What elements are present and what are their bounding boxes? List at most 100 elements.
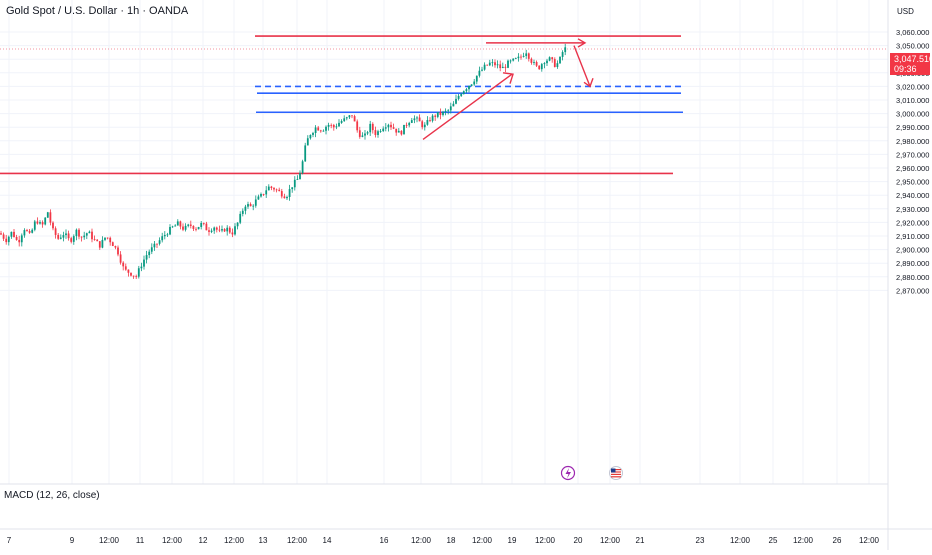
candle-body: [384, 127, 387, 129]
candle-body: [299, 173, 301, 180]
candle-body: [166, 234, 169, 236]
candle-body: [322, 130, 325, 132]
current-price-tag: 3,047.510 09:36: [890, 53, 932, 75]
x-tick-label: 7: [7, 536, 12, 545]
flag-stripe: [611, 471, 621, 473]
candle-body: [70, 238, 73, 242]
candle-body: [553, 59, 556, 67]
candle-body: [176, 221, 179, 226]
candle-body: [330, 124, 333, 126]
candle-body: [470, 84, 473, 86]
x-tick-label: 12:00: [224, 536, 245, 545]
candle-body: [390, 124, 392, 128]
candle-body: [101, 239, 104, 248]
candle-body: [499, 64, 502, 69]
candle-body: [62, 235, 65, 238]
macd-indicator-label[interactable]: MACD (12, 26, close): [4, 490, 100, 501]
candle-body: [150, 247, 153, 252]
candle-body: [184, 225, 187, 230]
candle-body: [561, 52, 564, 57]
candle-body: [504, 66, 507, 68]
us-flag-icon[interactable]: [609, 466, 623, 480]
candle-body: [124, 266, 127, 270]
y-tick-label: 3,000.000: [896, 110, 929, 119]
candle-body: [340, 121, 343, 123]
trend-arrow-down[interactable]: [573, 45, 591, 87]
candle-body: [520, 56, 522, 58]
candle-body: [431, 115, 434, 121]
candle-body: [179, 221, 182, 227]
trend-arrow-up[interactable]: [422, 73, 513, 141]
candle-body: [444, 110, 447, 112]
flag-canton: [611, 468, 616, 473]
candle-body: [530, 58, 533, 63]
candle-body: [257, 196, 260, 200]
candle-body: [353, 116, 356, 122]
candle-body: [517, 56, 520, 59]
candle-body: [215, 227, 218, 230]
candle-body: [343, 118, 346, 122]
y-tick-label: 2,950.000: [896, 178, 929, 187]
candle-body: [221, 229, 223, 231]
y-tick-label: 2,940.000: [896, 191, 929, 200]
candle-body: [491, 62, 494, 64]
candle-body: [304, 145, 307, 162]
candle-body: [18, 239, 21, 243]
candle-body: [348, 115, 351, 118]
candle-body: [374, 130, 377, 135]
y-tick-label: 2,990.000: [896, 123, 929, 132]
candle-body: [23, 230, 26, 236]
candle-body: [543, 63, 546, 65]
candle-body: [434, 115, 437, 117]
candle-body: [187, 224, 190, 226]
y-tick-label: 2,980.000: [896, 137, 929, 146]
candle-body: [369, 123, 372, 133]
candle-body: [46, 212, 49, 218]
x-tick-label: 18: [447, 536, 456, 545]
candle-body: [148, 251, 151, 256]
candle-body: [10, 231, 13, 237]
candle-body: [319, 130, 322, 132]
candle-body: [525, 53, 528, 56]
x-tick-label: 19: [508, 536, 517, 545]
x-tick-label: 21: [636, 536, 645, 545]
candle-body: [202, 222, 205, 224]
candle-body: [111, 242, 114, 247]
candle-body: [483, 64, 486, 70]
candle-body: [405, 124, 408, 126]
candle-body: [478, 70, 481, 76]
trend-arrow-up-head: [502, 72, 514, 84]
candle-body: [288, 189, 291, 197]
y-tick-label: 3,010.000: [896, 96, 929, 105]
candle-body: [169, 226, 171, 235]
candle-body: [85, 233, 88, 236]
candle-body: [106, 237, 109, 239]
candle-body: [75, 229, 78, 237]
candle-body: [286, 196, 288, 199]
candle-body: [413, 118, 416, 121]
candle-body: [436, 112, 439, 117]
candle-body: [39, 222, 41, 224]
candle-body: [377, 131, 379, 135]
candle-body: [13, 231, 15, 237]
candle-body: [507, 60, 509, 68]
y-tick-label: 2,910.000: [896, 232, 929, 241]
horizontal-arrow-head: [577, 38, 587, 48]
candle-body: [314, 127, 317, 134]
flag-stripe: [611, 469, 621, 471]
candle-body: [52, 222, 54, 229]
flag-stripe: [611, 476, 621, 478]
candle-body: [234, 226, 236, 235]
candle-body: [475, 75, 478, 82]
y-tick-label: 2,880.000: [896, 273, 929, 282]
candle-body: [439, 112, 442, 115]
axis-currency-label: USD: [897, 7, 914, 16]
candle-body: [481, 69, 483, 71]
candle-body: [465, 89, 468, 92]
candle-body: [426, 120, 429, 125]
candle-body: [127, 269, 130, 273]
y-tick-label: 3,020.000: [896, 82, 929, 91]
candle-body: [447, 110, 450, 112]
